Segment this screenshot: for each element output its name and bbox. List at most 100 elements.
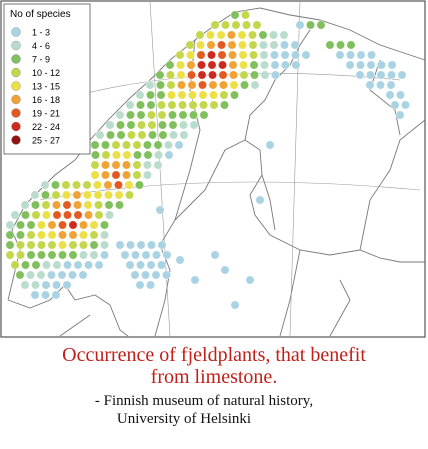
dot (125, 100, 135, 110)
dot (199, 100, 208, 110)
dot (188, 100, 198, 110)
dot (26, 250, 36, 260)
dot (325, 40, 335, 50)
dot (355, 70, 365, 80)
dot (395, 110, 405, 120)
dot (166, 80, 176, 90)
dot (122, 150, 132, 160)
dot (216, 30, 226, 40)
dot (16, 250, 25, 260)
dot (124, 180, 134, 190)
dot (186, 60, 196, 70)
dot (164, 140, 173, 150)
dot (26, 220, 36, 230)
legend-label: 16 - 18 (32, 95, 60, 105)
dot (279, 30, 289, 40)
dot (141, 250, 151, 260)
dot (156, 80, 165, 90)
dot (166, 70, 175, 80)
dot (178, 110, 188, 120)
dot (221, 20, 230, 30)
dot (114, 190, 124, 200)
occurrence-dots (5, 10, 410, 310)
dot (187, 80, 197, 90)
dot (52, 260, 62, 270)
dot (258, 30, 268, 40)
dot (376, 80, 385, 90)
dot (189, 110, 198, 120)
dot (58, 220, 67, 230)
dot (220, 100, 229, 110)
dot (229, 70, 238, 80)
dot (111, 160, 121, 170)
dot (62, 190, 71, 200)
dot (147, 110, 156, 120)
dot (210, 20, 220, 30)
dot (146, 280, 155, 290)
dot (209, 90, 218, 100)
dot (89, 250, 99, 260)
dot (136, 240, 146, 250)
legend-swatch (11, 27, 21, 37)
dot (83, 200, 93, 210)
dot (137, 120, 146, 130)
legend-swatch (11, 54, 21, 64)
dot (115, 200, 124, 210)
dot (111, 170, 121, 180)
dot (366, 70, 375, 80)
dot (16, 220, 25, 230)
dot (255, 195, 265, 205)
dot (52, 200, 61, 210)
source-line: University of Helsinki (116, 411, 252, 427)
dot (73, 200, 82, 210)
dot (135, 180, 144, 190)
legend-swatch (11, 121, 21, 132)
dot (397, 70, 407, 80)
dot (269, 30, 278, 40)
dot (47, 220, 57, 230)
dot (20, 200, 30, 210)
legend-label: 1 - 3 (32, 28, 50, 38)
dot (208, 70, 217, 80)
dot (41, 290, 50, 300)
dot (249, 60, 259, 70)
dot (245, 275, 255, 285)
dot (252, 20, 262, 30)
dot (135, 90, 145, 100)
dot (94, 260, 104, 270)
dot (198, 90, 208, 100)
dot (5, 230, 15, 240)
dot (16, 240, 25, 250)
dot (167, 90, 176, 100)
dot (100, 230, 109, 240)
dot (196, 50, 206, 60)
dot (131, 250, 140, 260)
dot (367, 50, 376, 60)
dot (197, 70, 207, 80)
dot (231, 20, 241, 30)
dot (47, 230, 57, 240)
dot (290, 40, 300, 50)
dot (93, 190, 103, 200)
dot (291, 60, 301, 70)
legend-swatch (11, 108, 21, 118)
caption-line: from limestone. (150, 366, 278, 388)
legend-label: 13 - 15 (32, 82, 60, 92)
dot (195, 30, 205, 40)
dot (175, 255, 185, 265)
dot (105, 210, 114, 220)
dot (249, 50, 258, 60)
dot (188, 90, 197, 100)
dot (104, 200, 114, 210)
dot (136, 260, 145, 270)
dot (175, 50, 185, 60)
dot (165, 60, 175, 70)
dot (126, 110, 135, 120)
dot (40, 180, 50, 190)
dot (168, 110, 177, 120)
dot (219, 80, 228, 90)
dot (217, 40, 226, 50)
dot (238, 40, 247, 50)
dot (295, 20, 305, 30)
dot (143, 150, 153, 160)
